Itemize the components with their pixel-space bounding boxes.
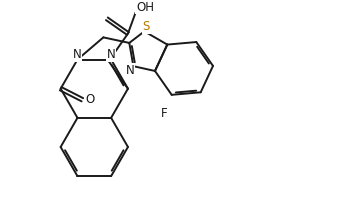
Text: N: N	[107, 48, 116, 61]
Text: F: F	[161, 107, 167, 120]
Text: S: S	[143, 20, 150, 33]
Text: O: O	[85, 93, 94, 106]
Text: N: N	[73, 48, 82, 61]
Text: OH: OH	[136, 1, 154, 14]
Text: N: N	[126, 64, 134, 77]
